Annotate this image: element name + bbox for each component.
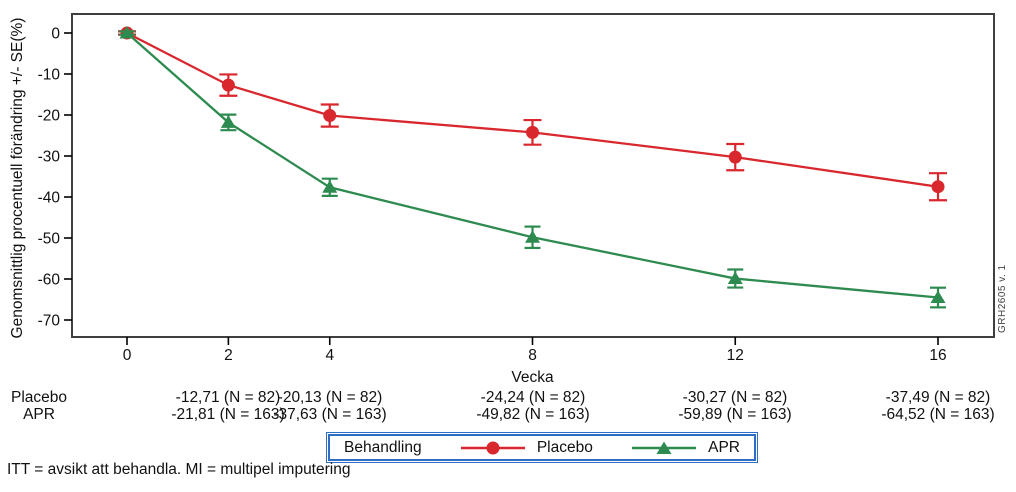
x-tick-label: 0 [123,347,132,364]
triangle-marker [930,290,946,304]
y-axis: 0 -10 -20 -30 -40 -50 -60 -70 [38,26,72,330]
legend: Behandling Placebo APR [326,432,758,463]
apr-week16-value: -64,52 (N = 163) [881,406,995,423]
y-tick-label: -30 [38,149,61,166]
x-axis-title: Vecka [511,369,554,385]
y-tick-label: -10 [38,67,61,84]
chart: 0 -10 -20 -30 -40 -50 -60 -70 0 2 4 8 12 16 Vecka Genom… [9,13,995,386]
series-apr [119,26,946,309]
placebo-week4-value: -20,13 (N = 82) [277,389,383,406]
x-tick-label: 16 [929,347,946,364]
footnote: ITT = avsikt att behandla. MI = multipel… [7,461,351,478]
circle-marker [323,109,337,123]
apr-week4-value: -37,63 (N = 163) [273,406,387,423]
table-row-apr: APR -21,81 (N = 163) -37,63 (N = 163) -4… [0,406,1016,423]
y-tick-label: -60 [38,272,61,289]
legend-title: Behandling [344,438,422,456]
y-tick-label: 0 [51,26,60,43]
apr-week2-value: -21,81 (N = 163) [171,406,285,423]
x-tick-label: 12 [727,347,744,364]
series-placebo [118,26,947,202]
x-tick-label: 8 [528,347,537,364]
x-tick-label: 4 [325,347,334,364]
table-row-placebo: Placebo -12,71 (N = 82) -20,13 (N = 82) … [0,389,1016,406]
apr-week8-value: -49,82 (N = 163) [476,406,590,423]
apr-week12-value: -59,89 (N = 163) [678,406,792,423]
apr-line-marker-icon [632,441,697,454]
y-tick-label: -50 [38,231,61,248]
y-axis-title: Genomsnittlig procentuell förändring +/-… [9,18,26,339]
circle-marker [728,150,742,164]
x-axis: 0 2 4 8 12 16 [123,337,947,364]
placebo-week2-value: -12,71 (N = 82) [175,389,281,406]
triangle-marker [727,271,743,285]
y-tick-label: -20 [38,108,61,125]
circle-marker [221,78,235,92]
placebo-week12-value: -30,27 (N = 82) [682,389,788,406]
placebo-week16-value: -37,49 (N = 82) [885,389,991,406]
triangle-marker [220,115,236,128]
legend-item-label: Placebo [536,438,593,456]
legend-item-label: APR [708,438,740,456]
triangle-marker [525,230,540,243]
version-watermark: GRH2605 v. 1 [997,264,1008,333]
series-line [126,32,939,299]
circle-marker [526,125,539,139]
y-tick-label: -70 [38,313,61,330]
x-tick-label: 2 [224,347,233,364]
placebo-line-marker-icon [460,441,525,454]
y-tick-label: -40 [38,190,61,207]
row-label-placebo: Placebo [10,389,67,406]
triangle-marker [119,26,135,39]
triangle-marker [322,180,338,193]
circle-marker [931,180,945,194]
legend-item-placebo: Placebo [460,438,593,457]
row-label-apr: APR [23,406,55,423]
legend-item-apr: APR [632,439,740,457]
series-line [126,31,939,188]
placebo-week8-value: -24,24 (N = 82) [480,389,586,406]
